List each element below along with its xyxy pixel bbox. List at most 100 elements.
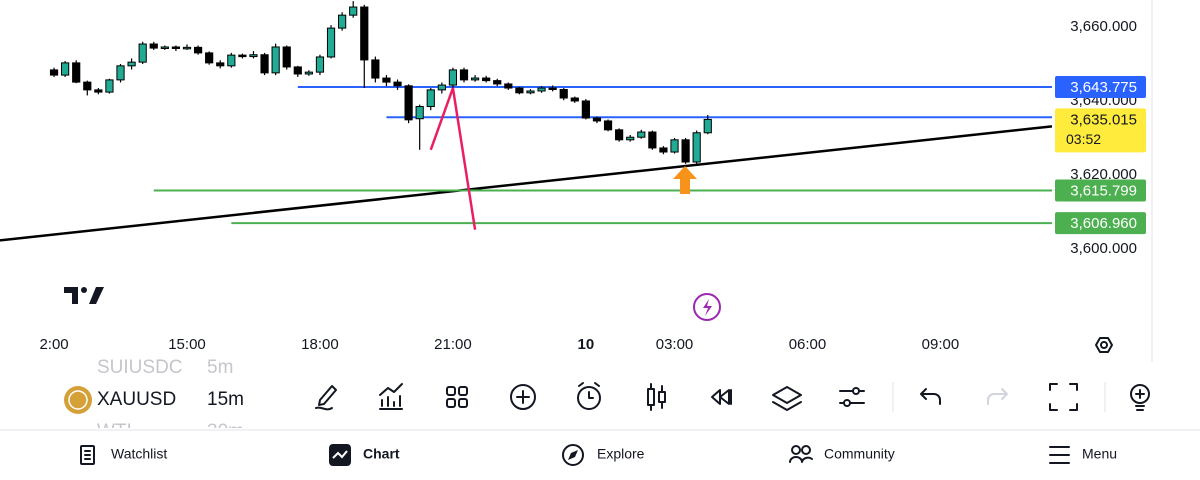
- candle-body: [116, 65, 125, 81]
- arrow-marker: [673, 166, 697, 194]
- nav-label: Community: [824, 446, 895, 462]
- nav-chart[interactable]: Chart: [329, 444, 400, 466]
- candle-body: [692, 132, 701, 163]
- candle-body: [504, 83, 513, 89]
- toolbar-icons: [315, 382, 1150, 412]
- price-tag-label: 3,606.960: [1070, 215, 1137, 232]
- candle-body: [138, 43, 147, 63]
- candle-body: [393, 81, 402, 87]
- trend-line: [0, 125, 1052, 242]
- candle-body: [249, 54, 258, 58]
- candle-body: [49, 69, 59, 76]
- logo: [64, 287, 104, 304]
- candle-body: [581, 100, 590, 119]
- candle-body: [94, 89, 103, 93]
- candle-body: [637, 131, 646, 138]
- candle-body: [182, 46, 192, 50]
- candle-body: [426, 89, 435, 108]
- nav-label: Watchlist: [111, 446, 167, 462]
- replay-tool[interactable]: [711, 389, 732, 405]
- candle-body: [238, 54, 247, 58]
- candle-body: [315, 56, 325, 73]
- draw-tool[interactable]: [315, 385, 337, 411]
- candle-body: [404, 85, 413, 121]
- redo-button: [987, 388, 1008, 405]
- alert-tool[interactable]: [577, 382, 601, 410]
- candle-body: [282, 46, 291, 68]
- candle-body: [83, 81, 92, 91]
- price-tag: [1055, 179, 1146, 202]
- x-tick-label: 2:00: [39, 336, 68, 353]
- symbol-interval: 30m: [207, 421, 244, 442]
- candle-body: [448, 69, 458, 86]
- candle-body: [127, 61, 136, 67]
- y-tick-label: 3,660.000: [1070, 18, 1137, 35]
- candle-body: [72, 62, 81, 83]
- symbol-icon: [64, 386, 92, 414]
- candle-body: [160, 46, 169, 49]
- symbol-interval: 5m: [207, 357, 233, 378]
- candle-body: [61, 62, 70, 76]
- ideas-button[interactable]: [1130, 384, 1150, 411]
- last-price-label: 3,635.015: [1070, 111, 1137, 128]
- indicators-tool[interactable]: [379, 383, 403, 410]
- candle-body: [205, 52, 214, 64]
- candle-body: [338, 14, 347, 29]
- candle-body: [227, 54, 236, 67]
- candle-body: [437, 84, 446, 91]
- candle-body: [382, 77, 391, 83]
- candle-body: [592, 117, 602, 122]
- candle-body: [515, 87, 524, 94]
- fullscreen-button[interactable]: [1049, 383, 1078, 411]
- candle-body: [537, 87, 546, 92]
- candle-body: [615, 129, 624, 141]
- pen-drawing: [429, 87, 477, 230]
- layers-tool[interactable]: [772, 386, 802, 411]
- candle-body: [548, 87, 557, 91]
- x-tick-label: 21:00: [434, 336, 472, 353]
- candle-body: [193, 46, 203, 54]
- last-price-tag: [1055, 108, 1146, 153]
- candle-body: [570, 97, 579, 102]
- replay-badge[interactable]: [693, 293, 721, 321]
- symbol-name: XAUUSD: [97, 389, 176, 410]
- candle-body: [293, 66, 302, 75]
- plot: [0, 1, 1052, 242]
- settings-button[interactable]: [1095, 337, 1113, 353]
- price-tag: [1055, 212, 1146, 235]
- x-tick-label: 18:00: [301, 336, 339, 353]
- candle-body: [326, 27, 336, 58]
- candle-body: [304, 71, 313, 75]
- candle-body: [603, 120, 613, 131]
- candle-body: [670, 139, 679, 153]
- candle-body: [271, 46, 280, 74]
- nav-explore[interactable]: Explore: [562, 444, 645, 466]
- candle-type-tool[interactable]: [647, 383, 666, 411]
- symbol-name: SUIUSDC: [97, 357, 183, 378]
- x-tick-label: 10: [578, 336, 595, 353]
- add-tool[interactable]: [510, 384, 536, 410]
- symbol-picker[interactable]: SUIUSDC 5m XAUUSD 15m WTI 30m: [97, 357, 244, 442]
- nav-label: Chart: [363, 446, 400, 462]
- candle-body: [470, 77, 480, 81]
- x-tick-label: 06:00: [789, 336, 827, 353]
- candle-body: [648, 131, 657, 149]
- candle-body: [703, 118, 712, 134]
- candle-body: [659, 147, 668, 153]
- nav-label: Explore: [597, 446, 645, 462]
- price-tag-label: 3,643.775: [1070, 79, 1137, 96]
- symbol-name: WTI: [97, 421, 132, 442]
- undo-button[interactable]: [920, 388, 941, 405]
- nav-watchlist[interactable]: Watchlist: [80, 445, 167, 465]
- settings-tool[interactable]: [839, 387, 865, 407]
- candle-body: [681, 139, 690, 163]
- nav-menu[interactable]: Menu: [1049, 446, 1117, 464]
- layout-tool[interactable]: [446, 386, 468, 408]
- candle-body: [559, 89, 568, 99]
- candle-body: [493, 80, 502, 85]
- nav-community[interactable]: Community: [789, 445, 895, 463]
- y-tick-label: 3,600.000: [1070, 240, 1137, 257]
